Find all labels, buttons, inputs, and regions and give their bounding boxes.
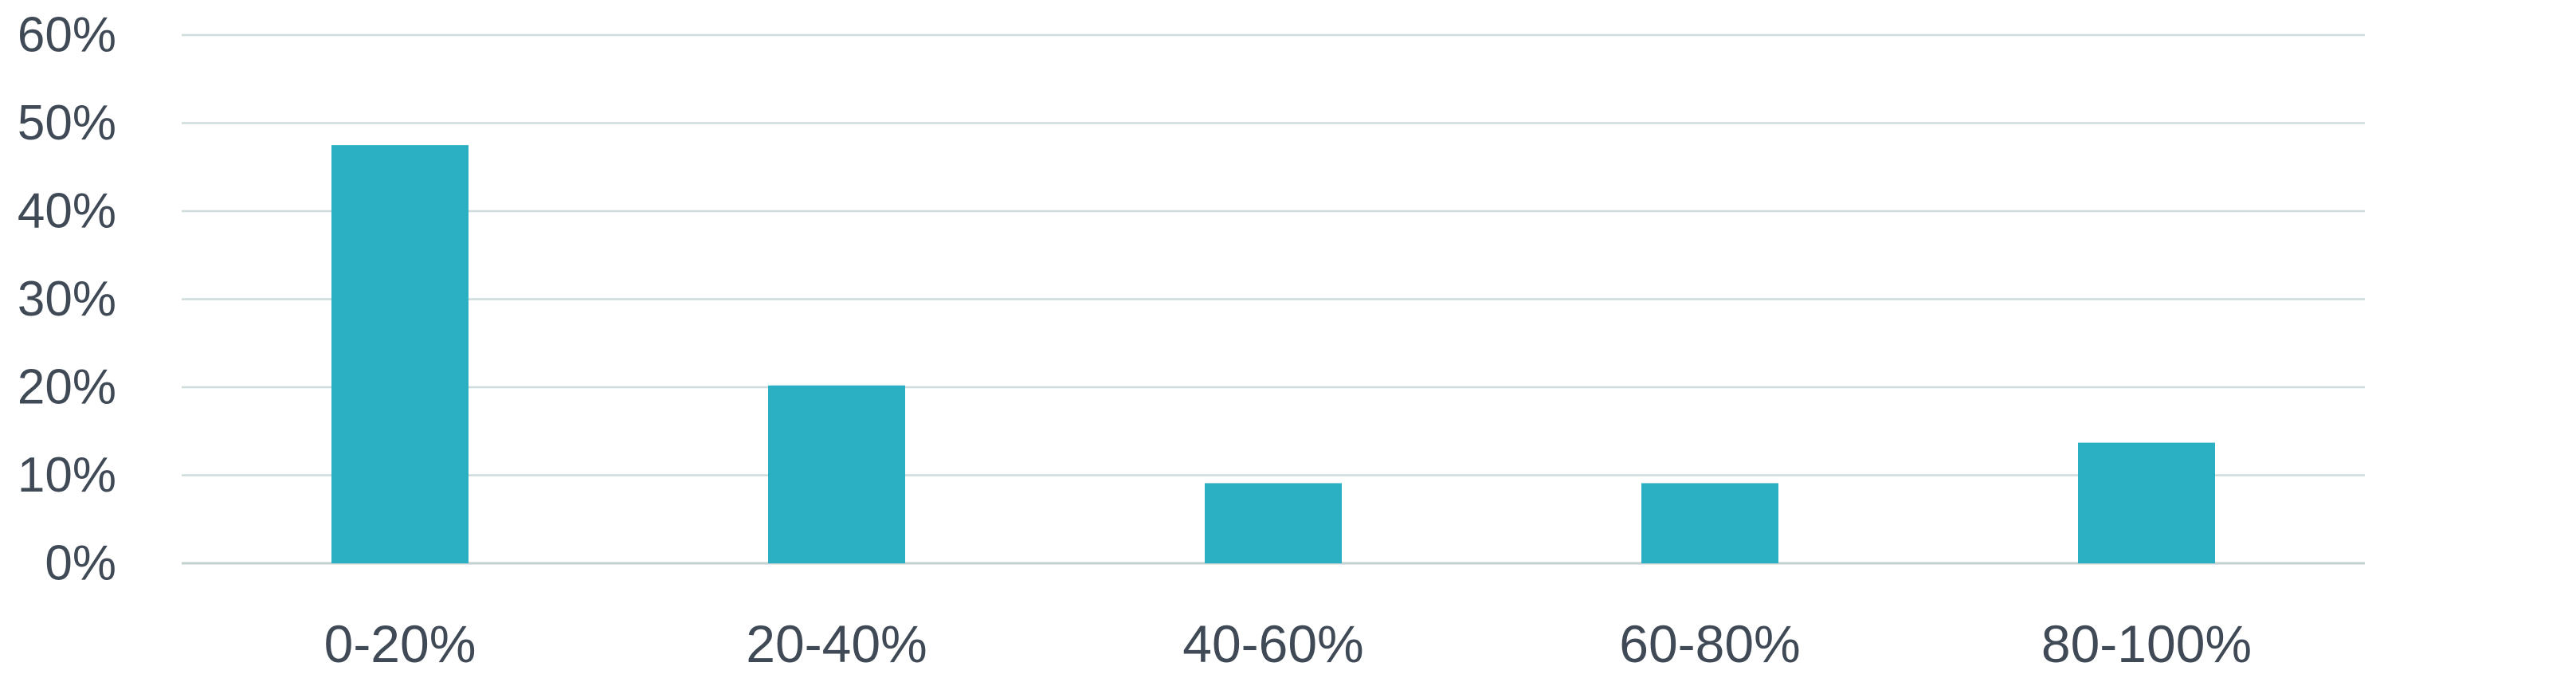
x-category-label: 0-20% [324,614,476,673]
bar-0-20% [331,145,469,563]
bar-20-40% [768,385,905,563]
x-category-label: 40-60% [1182,614,1364,673]
y-tick-label: 10% [18,448,116,503]
y-tick-label: 40% [18,184,116,239]
x-category-label: 20-40% [746,614,927,673]
y-tick-label: 50% [18,96,116,151]
bar-40-60% [1205,483,1342,563]
bar-80-100% [2078,442,2215,563]
bar-60-80% [1641,483,1778,563]
x-category-label: 80-100% [2041,614,2252,673]
y-tick-label: 0% [45,536,116,591]
y-tick-label: 30% [18,272,116,327]
y-tick-label: 60% [18,8,116,63]
bars [331,145,2215,563]
gridlines [182,33,2365,565]
y-tick-label: 20% [18,360,116,415]
x-axis-category-labels: 0-20% 20-40% 40-60% 60-80% 80-100% [324,614,2252,673]
x-category-label: 60-80% [1619,614,1801,673]
y-axis-tick-labels: 0% 10% 20% 30% 40% 50% 60% [18,8,116,591]
